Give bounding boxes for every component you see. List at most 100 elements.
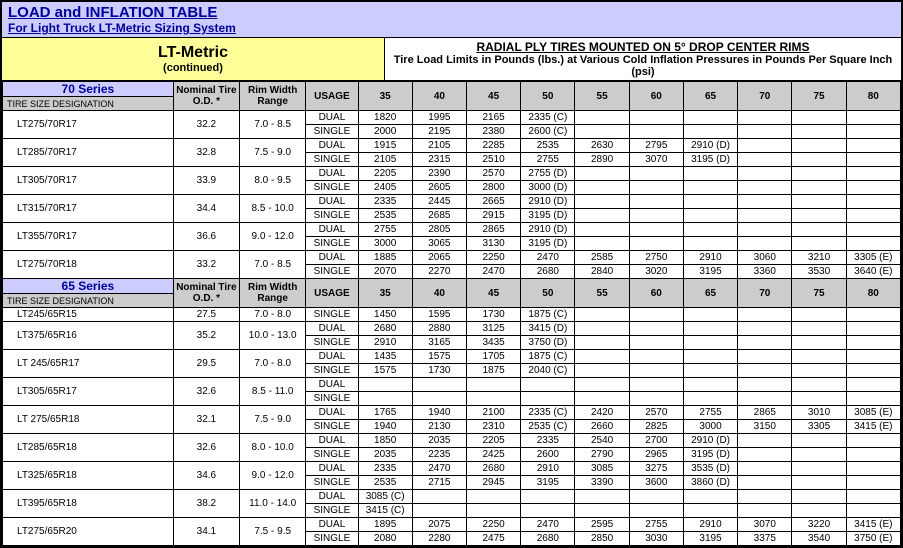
cell [792, 462, 846, 476]
cell: 2535 [521, 139, 575, 153]
cell: SINGLE [306, 392, 358, 406]
cell: 2445 [412, 195, 466, 209]
cell: 2040 (C) [521, 364, 575, 378]
cell: 3195 (D) [521, 237, 575, 251]
cell [521, 490, 575, 504]
header-cell: 55 [575, 279, 629, 308]
cell [846, 350, 900, 364]
cell: 2605 [412, 181, 466, 195]
cell: 7.0 - 8.5 [240, 111, 306, 139]
cell: 3305 (E) [846, 251, 900, 265]
cell: 3070 [629, 153, 683, 167]
cell: LT 245/65R17 [3, 350, 174, 378]
cell: 2600 (C) [521, 125, 575, 139]
cell [792, 153, 846, 167]
cell [575, 195, 629, 209]
cell [521, 392, 575, 406]
cell: 11.0 - 14.0 [240, 490, 306, 518]
cell: 2335 [358, 195, 412, 209]
cell [792, 209, 846, 223]
cell: LT275/70R17 [3, 111, 174, 139]
designation-label: TIRE SIZE DESIGNATION [3, 294, 174, 308]
header-cell: 35 [358, 279, 412, 308]
cell: 2475 [467, 532, 521, 546]
cell: 2130 [412, 420, 466, 434]
cell: 3530 [792, 265, 846, 279]
cell [575, 181, 629, 195]
cell [846, 336, 900, 350]
cell: 32.6 [173, 434, 239, 462]
cell: 2910 (D) [521, 195, 575, 209]
cell: 2910 (D) [521, 223, 575, 237]
cell: 2680 [467, 462, 521, 476]
cell [629, 392, 683, 406]
cell [575, 504, 629, 518]
cell: 1885 [358, 251, 412, 265]
cell: 34.6 [173, 462, 239, 490]
cell [575, 490, 629, 504]
cell [683, 378, 737, 392]
title-line-2: For Light Truck LT-Metric Sizing System [8, 21, 895, 35]
cell: 3195 [683, 532, 737, 546]
cell [738, 434, 792, 448]
cell [738, 237, 792, 251]
header-cell: 60 [629, 279, 683, 308]
cell [738, 125, 792, 139]
cell: 2680 [521, 265, 575, 279]
cell: 1915 [358, 139, 412, 153]
cell [738, 378, 792, 392]
cell: 2910 (D) [683, 139, 737, 153]
cell [846, 125, 900, 139]
cell: 2065 [412, 251, 466, 265]
cell: 2910 [683, 251, 737, 265]
cell [629, 490, 683, 504]
cell [575, 237, 629, 251]
header-cell: 65 [683, 279, 737, 308]
header-cell: 70 [738, 82, 792, 111]
cell: 3195 (D) [683, 448, 737, 462]
radial-box: RADIAL PLY TIRES MOUNTED ON 5° DROP CENT… [385, 38, 901, 80]
header-cell: 80 [846, 82, 900, 111]
cell: 3000 (D) [521, 181, 575, 195]
data-table: 70 SeriesNominal Tire O.D. *Rim Width Ra… [2, 81, 901, 546]
cell: 2250 [467, 251, 521, 265]
cell: 3435 [467, 336, 521, 350]
cell [683, 125, 737, 139]
cell: DUAL [306, 223, 358, 237]
cell [846, 308, 900, 322]
cell [792, 223, 846, 237]
radial-line-2: Tire Load Limits in Pounds (lbs.) at Var… [389, 54, 897, 78]
cell [683, 195, 737, 209]
cell [683, 223, 737, 237]
cell: 2235 [412, 448, 466, 462]
cell: DUAL [306, 322, 358, 336]
cell: DUAL [306, 490, 358, 504]
cell: 2195 [412, 125, 466, 139]
load-inflation-table: LOAD and INFLATION TABLE For Light Truck… [0, 0, 903, 548]
cell [738, 195, 792, 209]
cell: SINGLE [306, 476, 358, 490]
cell: 2470 [412, 462, 466, 476]
cell: 2425 [467, 448, 521, 462]
cell: 2750 [629, 251, 683, 265]
cell [846, 237, 900, 251]
cell: 2715 [412, 476, 466, 490]
cell: 3085 (C) [358, 490, 412, 504]
header-cell: Nominal Tire O.D. * [173, 279, 239, 308]
cell: 2105 [358, 153, 412, 167]
cell [792, 392, 846, 406]
cell: 7.5 - 9.0 [240, 139, 306, 167]
cell [846, 378, 900, 392]
cell: DUAL [306, 111, 358, 125]
cell [629, 181, 683, 195]
cell: SINGLE [306, 364, 358, 378]
header-cell: USAGE [306, 279, 358, 308]
cell: 2755 [629, 518, 683, 532]
cell: SINGLE [306, 448, 358, 462]
cell: 1820 [358, 111, 412, 125]
cell: 1875 (C) [521, 308, 575, 322]
cell [575, 125, 629, 139]
header-cell: Rim Width Range [240, 82, 306, 111]
cell [575, 167, 629, 181]
cell: 2250 [467, 518, 521, 532]
